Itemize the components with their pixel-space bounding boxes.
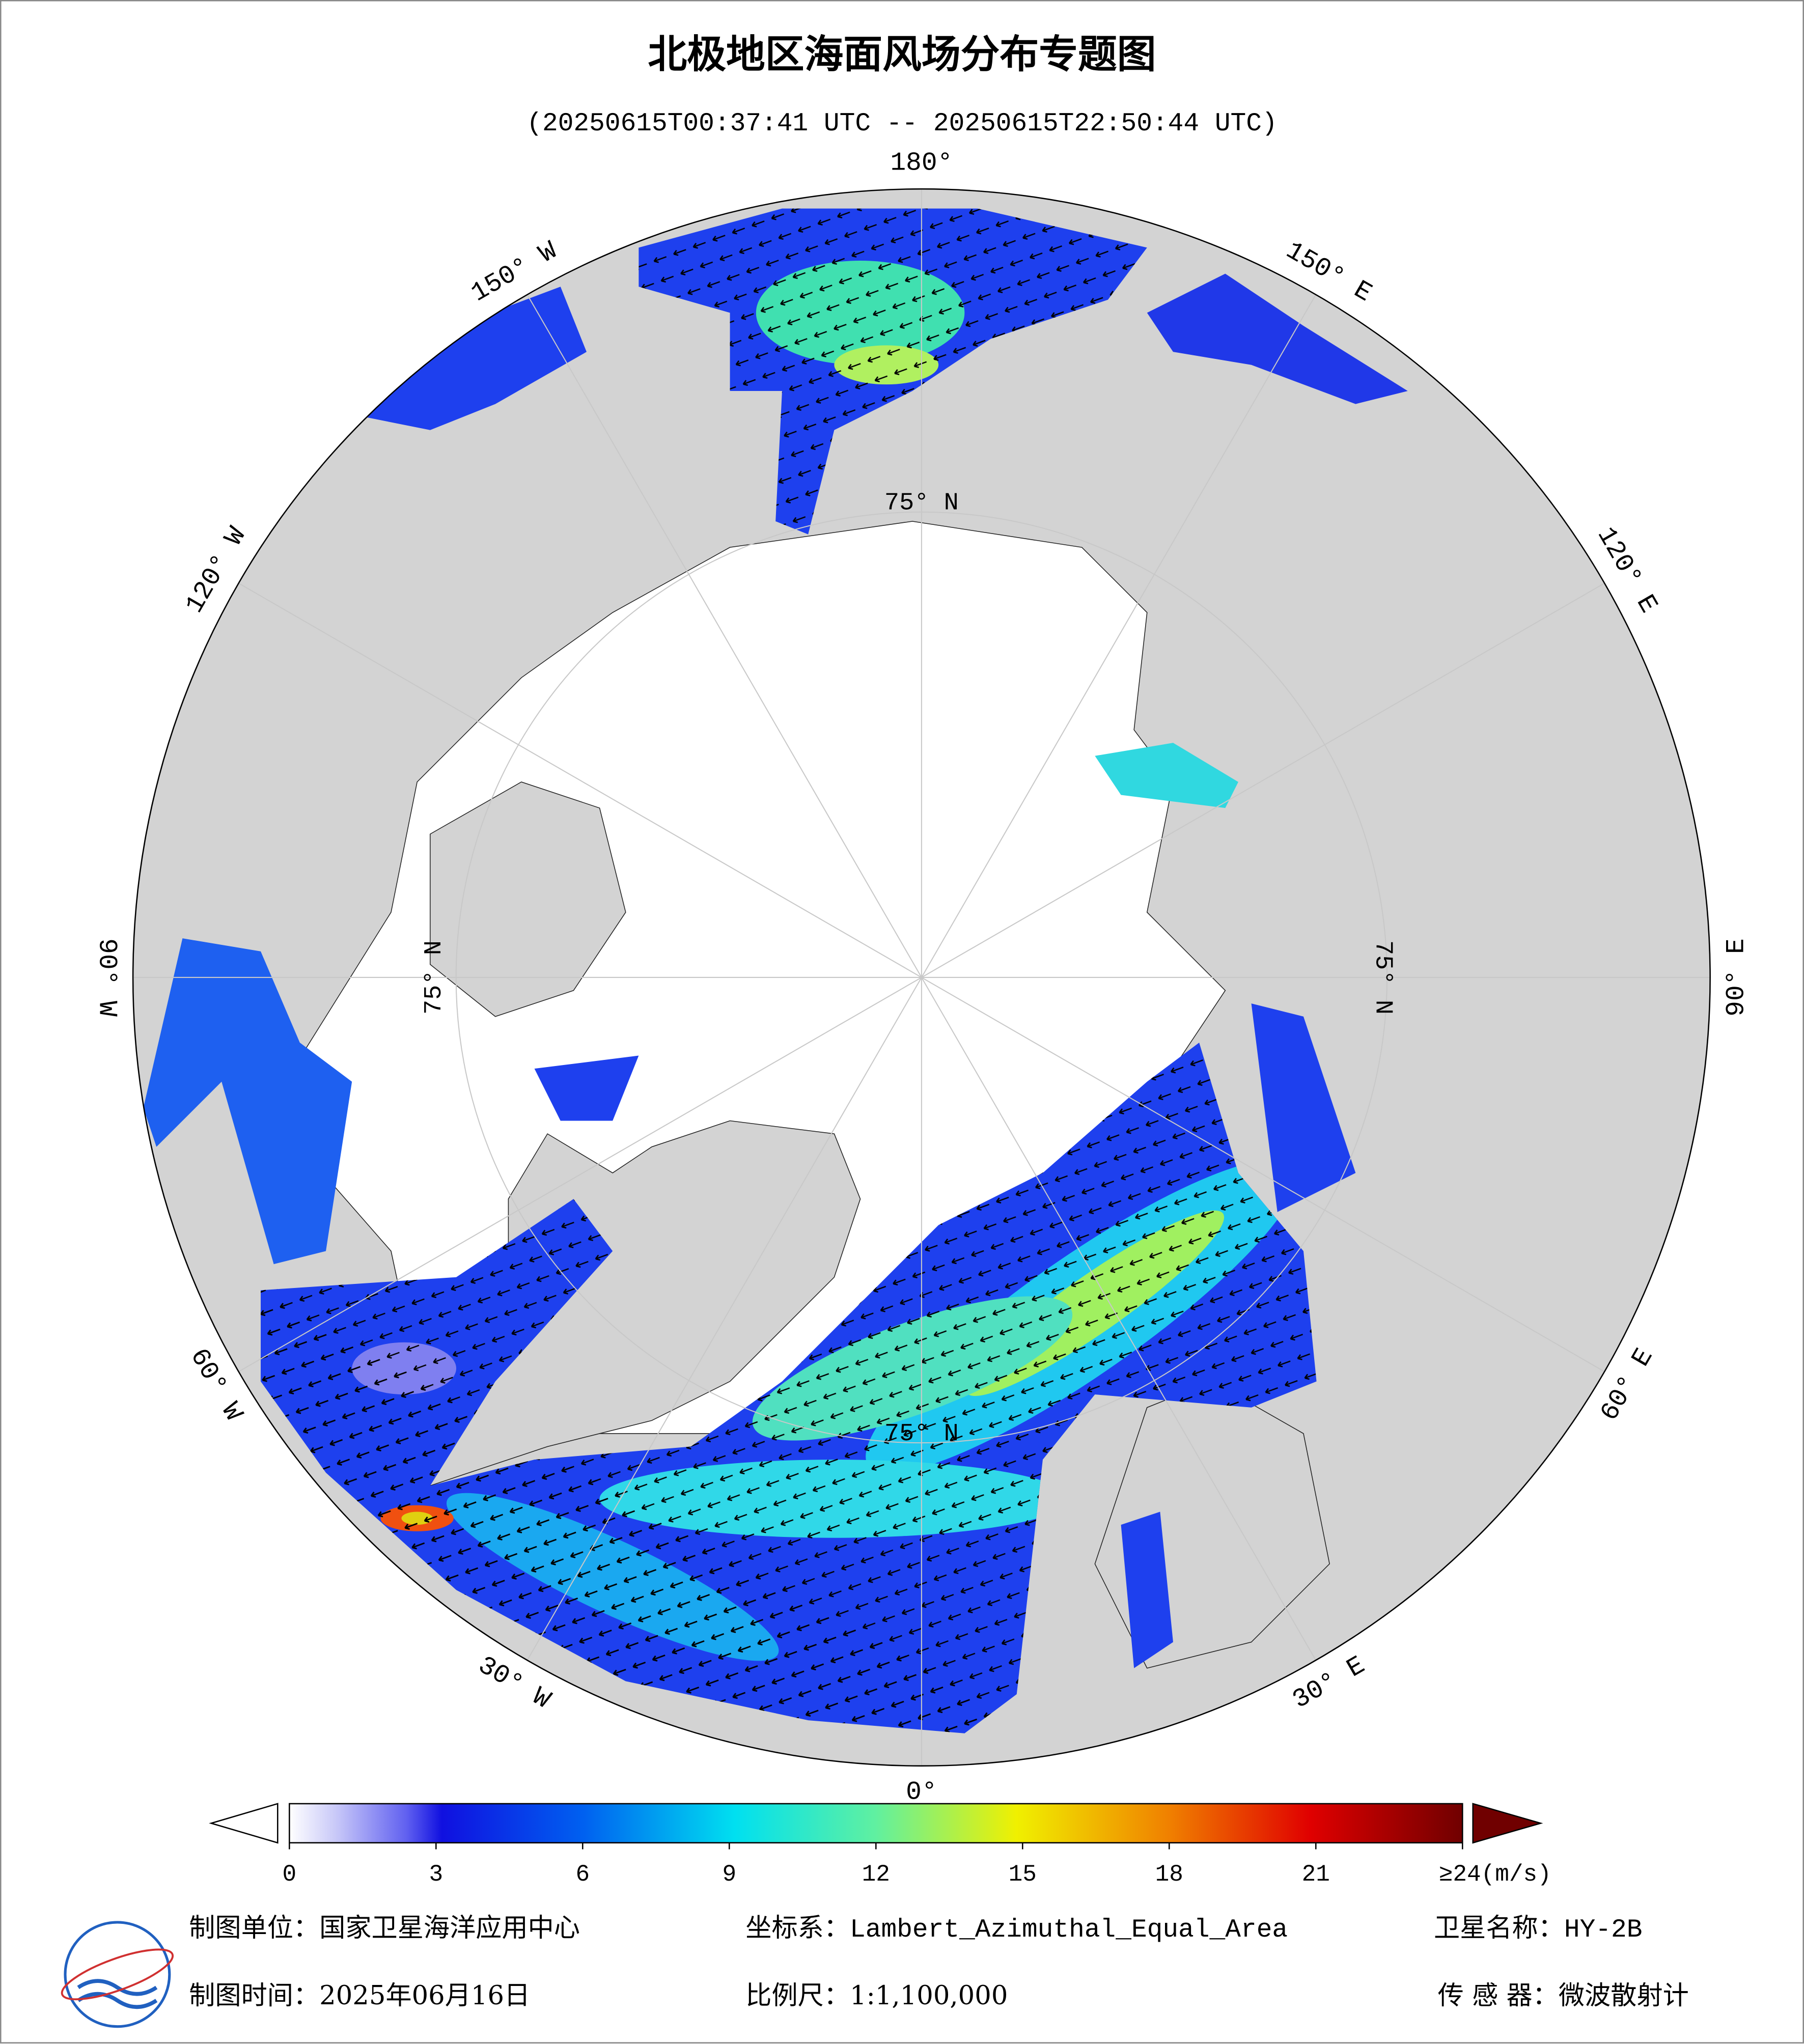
colorbar-tick-label: 3 <box>429 1861 443 1888</box>
graticule <box>133 189 1710 1766</box>
map <box>133 189 1710 1766</box>
footer-date: 制图时间：2025年06月16日 <box>189 1980 530 2011</box>
subtitle: (20250615T00:37:41 UTC -- 20250615T22:50… <box>526 109 1277 138</box>
colorbar-tick-label: 9 <box>722 1861 736 1888</box>
colorbar-bar <box>289 1803 1463 1844</box>
colorbar-tick-label: 12 <box>862 1861 890 1888</box>
title: 北极地区海面风场分布专题图 <box>648 32 1156 77</box>
meridian <box>238 582 922 978</box>
meridian <box>921 294 1317 978</box>
colorbar-tick-label: 6 <box>575 1861 590 1888</box>
colorbar-min-arrow <box>209 1803 279 1844</box>
colorbar-tick-label: 21 <box>1302 1861 1330 1888</box>
logo <box>61 1921 174 2028</box>
colorbar-max-arrow <box>1472 1803 1543 1844</box>
footer-satellite: 卫星名称：HY-2B <box>1434 1914 1643 1945</box>
meridian <box>526 294 922 978</box>
islands <box>430 781 626 1017</box>
parallel-label: 75° N <box>1369 940 1397 1015</box>
colorbar-tick-label: 15 <box>1009 1861 1037 1888</box>
map-border <box>132 188 1711 1767</box>
parallel-label: 75° N <box>420 940 448 1015</box>
meridian <box>238 977 922 1373</box>
meridian-label: 180° <box>890 149 953 178</box>
meridian-label: 90° E <box>1722 938 1751 1017</box>
footer-sensor: 传 感 器：微波散射计 <box>1438 1980 1689 2011</box>
meridian-label: 0° <box>906 1777 937 1807</box>
parallel-label: 75° N <box>884 1420 959 1448</box>
meridian <box>526 977 922 1661</box>
meridian <box>921 977 1317 1661</box>
parallel <box>455 511 1388 1444</box>
colorbar-tick-label: ≥24(m/s) <box>1439 1861 1551 1888</box>
colorbar-tick-label: 18 <box>1155 1861 1183 1888</box>
footer-scale: 比例尺：1:1,100,000 <box>745 1980 1008 2011</box>
footer: 制图单位：国家卫星海洋应用中心 坐标系：Lambert_Azimuthal_Eq… <box>61 1913 1689 2028</box>
footer-unit: 制图单位：国家卫星海洋应用中心 <box>189 1913 580 1943</box>
meridian-label: 90° W <box>92 938 121 1017</box>
parallel-label: 75° N <box>884 489 959 517</box>
footer-crs: 坐标系：Lambert_Azimuthal_Equal_Area <box>745 1914 1288 1945</box>
colorbar-tick-label: 0 <box>283 1861 297 1888</box>
meridian <box>921 977 1605 1373</box>
meridian <box>921 582 1605 978</box>
colorbar: 0 3 6 9 12 15 18 21 ≥24(m/s) <box>209 1803 1551 1888</box>
